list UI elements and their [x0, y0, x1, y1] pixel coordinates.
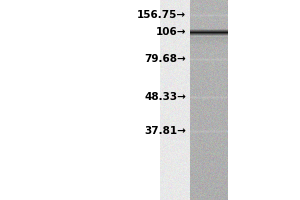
- Text: 48.33→: 48.33→: [144, 92, 186, 102]
- Text: 79.68→: 79.68→: [144, 54, 186, 64]
- Text: 37.81→: 37.81→: [144, 126, 186, 136]
- Text: 106→: 106→: [155, 27, 186, 37]
- Text: 156.75→: 156.75→: [137, 10, 186, 20]
